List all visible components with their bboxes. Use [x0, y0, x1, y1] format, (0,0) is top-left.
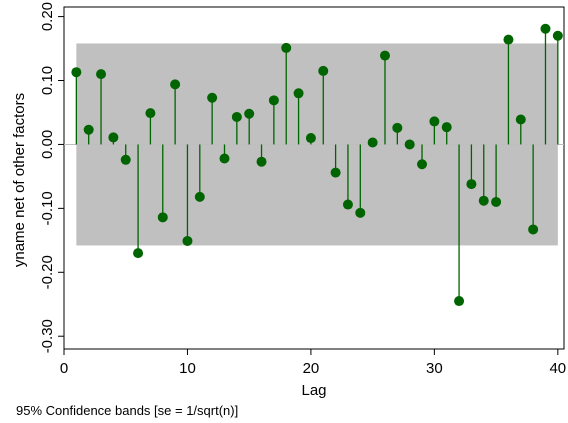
point-lag-7 — [145, 108, 155, 118]
point-lag-38 — [528, 224, 538, 234]
y-tick-label-4: 0.10 — [39, 66, 56, 95]
point-lag-9 — [170, 79, 180, 89]
point-lag-39 — [540, 24, 550, 34]
x-tick-label-20: 20 — [303, 360, 320, 377]
point-lag-26 — [380, 51, 390, 61]
y-tick-label-0: -0.30 — [39, 319, 56, 353]
x-tick-label-10: 10 — [179, 360, 196, 377]
point-lag-25 — [368, 138, 378, 148]
point-lag-23 — [343, 200, 353, 210]
point-lag-28 — [405, 139, 415, 149]
point-lag-15 — [244, 109, 254, 119]
point-lag-33 — [466, 179, 476, 189]
x-axis: 0 10 20 30 40 — [60, 349, 566, 377]
point-lag-31 — [442, 122, 452, 132]
point-lag-21 — [318, 66, 328, 76]
point-lag-8 — [158, 212, 168, 222]
y-tick-label-3: 0.00 — [39, 130, 56, 159]
point-lag-18 — [281, 43, 291, 53]
x-tick-label-0: 0 — [60, 360, 68, 377]
point-lag-30 — [429, 116, 439, 126]
point-lag-34 — [479, 196, 489, 206]
point-lag-24 — [355, 208, 365, 218]
y-tick-label-2: -0.10 — [39, 191, 56, 225]
point-lag-40 — [553, 31, 563, 41]
point-lag-6 — [133, 248, 143, 258]
point-lag-4 — [108, 132, 118, 142]
point-lag-14 — [232, 112, 242, 122]
x-tick-label-30: 30 — [426, 360, 443, 377]
point-lag-11 — [195, 192, 205, 202]
point-lag-5 — [121, 155, 131, 165]
point-lag-37 — [516, 115, 526, 125]
point-lag-12 — [207, 93, 217, 103]
point-lag-29 — [417, 159, 427, 169]
point-lag-22 — [331, 168, 341, 178]
point-lag-27 — [392, 123, 402, 133]
point-lag-3 — [96, 69, 106, 79]
point-lag-1 — [71, 67, 81, 77]
point-lag-20 — [306, 133, 316, 143]
y-tick-label-5: 0.20 — [39, 2, 56, 31]
point-lag-35 — [491, 197, 501, 207]
point-lag-36 — [503, 35, 513, 45]
point-lag-13 — [219, 154, 229, 164]
point-lag-17 — [269, 95, 279, 105]
point-lag-16 — [257, 157, 267, 167]
point-lag-10 — [182, 236, 192, 246]
point-lag-19 — [294, 88, 304, 98]
point-lag-32 — [454, 296, 464, 306]
y-axis: -0.30 -0.20 -0.10 0.00 0.10 0.20 — [39, 2, 64, 353]
y-axis-title: yname net of other factors — [11, 93, 28, 267]
y-tick-label-1: -0.20 — [39, 255, 56, 289]
x-axis-title: Lag — [301, 382, 326, 399]
x-tick-label-40: 40 — [549, 360, 566, 377]
confidence-band-note: 95% Confidence bands [se = 1/sqrt(n)] — [16, 403, 238, 418]
point-lag-2 — [84, 125, 94, 135]
